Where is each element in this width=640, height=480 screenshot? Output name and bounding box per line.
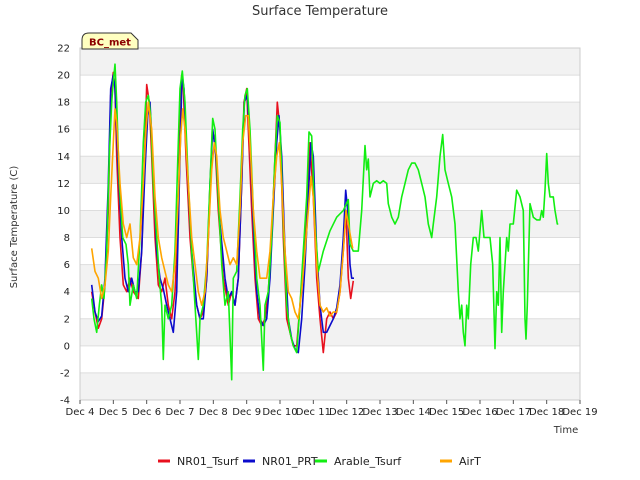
x-axis-label: Time [553,425,578,436]
series-line-airt [90,101,354,320]
legend: NR01_Tsurf NR01_PRT Arable_Tsurf AirT [158,455,481,468]
y-tick-label: 18 [57,98,70,109]
x-tick-label: Dec 6 [132,407,161,418]
badge-background [81,32,139,50]
x-tick-label: Dec 13 [362,407,397,418]
chart-title: Surface Temperature [252,4,388,19]
y-tick-label: -2 [60,368,70,379]
y-tick-label: -4 [60,396,70,407]
x-axis-ticks: Dec 4 Dec 5 Dec 6 Dec 7 Dec 8 Dec 9 Dec 10Dec … [66,400,598,418]
background-band [80,318,580,346]
background-band [80,102,580,130]
series-line-arable-tsurf [90,63,559,381]
legend-label: Arable_Tsurf [334,455,402,468]
series-lines [90,63,559,381]
background-band [80,48,580,76]
background-band [80,372,580,400]
y-tick-label: 22 [57,44,70,55]
x-tick-label: Dec 18 [529,407,564,418]
legend-label: AirT [459,455,481,468]
x-tick-label: Dec 15 [429,407,464,418]
x-tick-label: Dec 16 [462,407,497,418]
x-tick-label: Dec 5 [99,407,128,418]
plot-background-bands [80,48,580,400]
plot-frame [79,47,581,401]
y-axis-label: Surface Temperature (C) [9,166,20,289]
x-tick-label: Dec 7 [166,407,195,418]
y-axis-ticks: -4 -2 0 2 4 6 8 10 12 14 16 18 20 22 [57,44,70,407]
x-tick-label: Dec 9 [232,407,261,418]
y-tick-label: 10 [57,206,70,217]
y-tick-label: 6 [64,260,70,271]
y-tick-label: 16 [57,125,70,136]
x-tick-label: Dec 11 [296,407,331,418]
y-tick-label: 8 [64,233,70,244]
legend-label: NR01_Tsurf [177,455,239,468]
badge-label: BC_met [89,38,131,49]
y-tick-label: 4 [64,287,70,298]
y-tick-label: 12 [57,179,70,190]
x-tick-label: Dec 12 [329,407,364,418]
x-tick-label: Dec 10 [262,407,297,418]
x-tick-label: Dec 19 [562,407,597,418]
background-band [80,156,580,184]
y-tick-label: 14 [57,152,70,163]
legend-label: NR01_PRT [262,455,318,468]
x-tick-label: Dec 4 [66,407,95,418]
y-tick-label: 0 [64,341,70,352]
x-tick-label: Dec 8 [199,407,228,418]
x-tick-label: Dec 14 [396,407,431,418]
y-tick-label: 2 [64,314,70,325]
y-tick-label: 20 [57,71,70,82]
station-badge: BC_met [81,32,139,50]
x-tick-label: Dec 17 [496,407,531,418]
